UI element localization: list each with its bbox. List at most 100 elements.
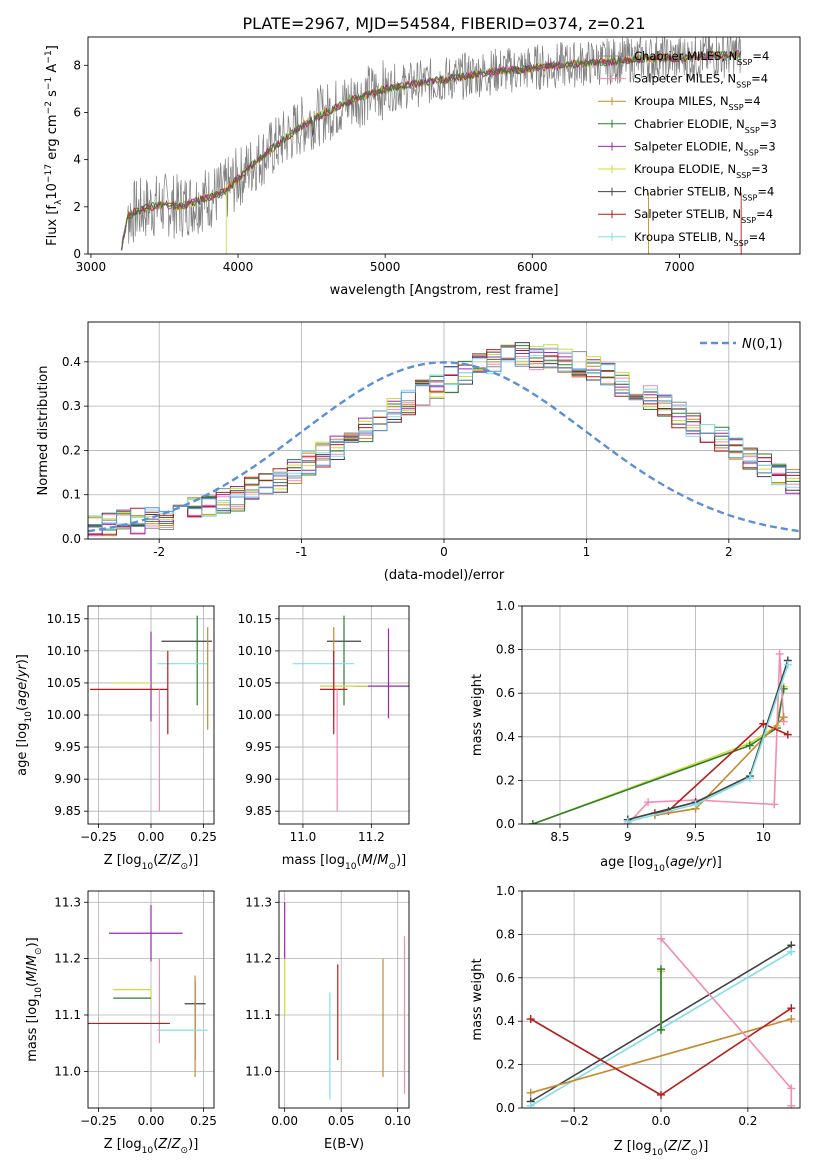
y-tick-label: 11.3 bbox=[54, 895, 81, 909]
y-tick-label: 4 bbox=[73, 153, 81, 167]
y-tick-label: 11.1 bbox=[245, 1008, 272, 1022]
x-axis-label: wavelength [Angstrom, rest frame] bbox=[330, 283, 559, 298]
x-tick-label: 7000 bbox=[664, 260, 695, 274]
panel-spectrum: 3000 4000 5000 6000 7000 0 2 4 6 8 wavelength [Ang… bbox=[44, 36, 801, 298]
y-tick-label: 0.3 bbox=[62, 399, 81, 413]
plot-area bbox=[88, 342, 800, 539]
x-tick-label: 3000 bbox=[76, 260, 107, 274]
x-axis-label: (data-model)/error bbox=[384, 568, 505, 583]
legend-label: Salpeter STELIB, NSSP=4 bbox=[634, 207, 773, 225]
x-tick-label: −0.25 bbox=[80, 830, 117, 844]
y-tick-label: 10.15 bbox=[47, 612, 81, 626]
y-axis-label: Flux [fλ10−17 erg cm−2 s−1 A−1] bbox=[44, 45, 64, 246]
model-spectrum bbox=[121, 50, 742, 249]
legend-label: Chabrier MILES, NSSP=4 bbox=[634, 49, 769, 67]
x-tick-label: 0.00 bbox=[271, 1114, 298, 1128]
weight-marker bbox=[770, 800, 779, 809]
y-tick-label: 0.2 bbox=[496, 1058, 515, 1072]
y-tick-label: 0.0 bbox=[496, 817, 515, 831]
y-tick-label: 10.05 bbox=[238, 676, 272, 690]
x-tick-label: 6000 bbox=[517, 260, 548, 274]
weight-marker bbox=[623, 817, 632, 824]
plot-area bbox=[526, 934, 796, 1108]
weight-marker bbox=[526, 1015, 535, 1024]
panel-residual-histogram: -2 -1 0 1 2 0.0 0.1 0.2 0.3 0.4 (data-model)/error… bbox=[36, 321, 801, 583]
weight-line bbox=[530, 1018, 792, 1094]
legend: Chabrier MILES, NSSP=4 Salpeter MILES, NS… bbox=[598, 49, 777, 247]
weight-marker bbox=[783, 730, 792, 739]
plot-area bbox=[284, 902, 406, 1100]
weight-marker bbox=[787, 947, 796, 956]
y-axis-label: mass weight bbox=[470, 674, 485, 756]
axes-frame bbox=[521, 605, 801, 825]
weight-line bbox=[627, 664, 789, 823]
y-tick-label: 0.4 bbox=[62, 355, 81, 369]
y-tick-label: 10.10 bbox=[47, 644, 81, 658]
x-tick-label: 0.25 bbox=[190, 1114, 217, 1128]
x-tick-label: −0.2 bbox=[560, 1114, 589, 1128]
y-tick-label: 11.3 bbox=[245, 895, 272, 909]
axes-frame bbox=[87, 890, 215, 1109]
x-tick-label: -2 bbox=[153, 545, 165, 559]
x-tick-label: 9.5 bbox=[686, 830, 705, 844]
y-tick-label: 0.8 bbox=[496, 927, 515, 941]
x-tick-label: 10 bbox=[756, 830, 771, 844]
x-tick-label: 0.10 bbox=[384, 1114, 411, 1128]
panel-mass-weight-vs-Z: −0.2 0.0 0.2 0.0 0.2 0.4 0.6 0.8 1.0 Z [log10(Z/Z… bbox=[470, 884, 801, 1158]
weight-marker bbox=[783, 660, 792, 669]
weight-marker bbox=[759, 719, 768, 728]
y-axis-label: mass weight bbox=[470, 958, 485, 1040]
x-tick-label: 0.2 bbox=[738, 1114, 757, 1128]
y-axis-label: mass [log10(M/M⊙)] bbox=[25, 937, 44, 1061]
x-tick-label: -1 bbox=[296, 545, 308, 559]
y-tick-label: 1.0 bbox=[496, 884, 515, 898]
legend-label: Kroupa MILES, NSSP=4 bbox=[634, 94, 761, 112]
x-tick-label: 2 bbox=[725, 545, 733, 559]
y-tick-label: 10.05 bbox=[47, 676, 81, 690]
weight-marker bbox=[745, 774, 754, 783]
x-axis-label: Z [log10(Z/Z⊙)] bbox=[614, 1139, 709, 1158]
x-tick-label: 0 bbox=[440, 545, 448, 559]
y-tick-label: 11.1 bbox=[54, 1008, 81, 1022]
axes-frame bbox=[521, 890, 801, 1109]
y-tick-label: 9.90 bbox=[245, 772, 272, 786]
weight-line bbox=[627, 653, 785, 824]
legend-label: Chabrier ELODIE, NSSP=3 bbox=[634, 117, 777, 135]
y-tick-label: 9.85 bbox=[54, 804, 81, 818]
x-tick-label: 1 bbox=[583, 545, 591, 559]
x-tick-label: 0.05 bbox=[328, 1114, 355, 1128]
y-tick-label: 10.15 bbox=[238, 612, 272, 626]
y-tick-label: 10.00 bbox=[238, 708, 272, 722]
y-tick-label: 10.00 bbox=[47, 708, 81, 722]
x-tick-label: 0.25 bbox=[190, 830, 217, 844]
weight-marker bbox=[775, 649, 784, 658]
weight-marker bbox=[657, 934, 665, 943]
weight-marker bbox=[779, 713, 788, 722]
y-tick-label: 0.0 bbox=[496, 1101, 515, 1115]
panel-age-vs-Z: −0.25 0.00 0.25 9.85 9.90 9.95 10.00 10.05 10.10… bbox=[15, 605, 217, 872]
weight-marker bbox=[657, 1090, 665, 1099]
weight-line bbox=[654, 722, 789, 814]
x-tick-label: 0.0 bbox=[651, 1114, 670, 1128]
plot-area bbox=[292, 615, 409, 812]
y-tick-label: 11.0 bbox=[54, 1064, 81, 1078]
y-tick-label: 0 bbox=[73, 247, 81, 261]
y-axis-label: age [log10(age/yr)] bbox=[15, 654, 34, 776]
y-tick-label: 2 bbox=[73, 200, 81, 214]
figure-title: PLATE=2967, MJD=54584, FIBERID=0374, z=0… bbox=[242, 14, 645, 33]
y-tick-label: 10.10 bbox=[238, 644, 272, 658]
x-tick-label: −0.25 bbox=[80, 1114, 117, 1128]
x-axis-label: E(B-V) bbox=[324, 1137, 364, 1152]
y-tick-label: 11.2 bbox=[245, 952, 272, 966]
axes-frame bbox=[87, 36, 801, 255]
x-tick-label: 0.00 bbox=[138, 1114, 165, 1128]
y-tick-label: 11.2 bbox=[54, 952, 81, 966]
weight-marker bbox=[644, 798, 653, 807]
y-tick-label: 0.2 bbox=[62, 443, 81, 457]
axes-frame bbox=[278, 605, 410, 825]
y-tick-label: 0.2 bbox=[496, 773, 515, 787]
y-tick-label: 0.6 bbox=[496, 971, 515, 985]
legend-label: Salpeter ELODIE, NSSP=3 bbox=[634, 139, 776, 157]
legend-label: Kroupa ELODIE, NSSP=3 bbox=[634, 162, 768, 180]
